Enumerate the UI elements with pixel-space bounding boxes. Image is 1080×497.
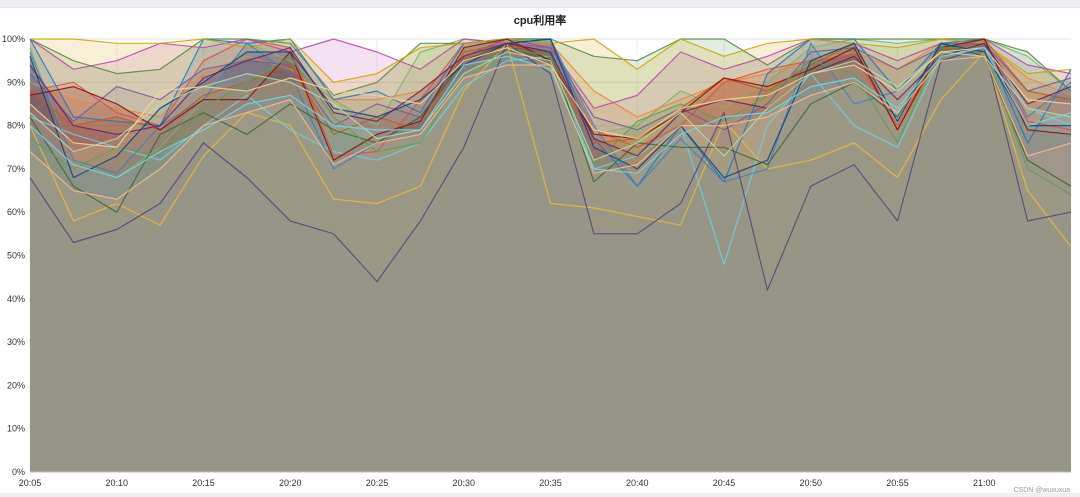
- watermark-text: CSDN @wuxuxua: [1013, 487, 1070, 494]
- y-tick-label: 30%: [7, 337, 25, 347]
- x-tick-label: 21:00: [973, 478, 996, 488]
- series-line-22: [29, 55, 1072, 200]
- series-line-8: [29, 38, 1072, 131]
- x-tick-label: 20:30: [452, 478, 475, 488]
- series-line-21: [29, 47, 1072, 179]
- y-tick-label: 90%: [7, 77, 25, 87]
- x-tick-label: 20:05: [19, 478, 42, 488]
- series-area-15: [30, 47, 1071, 472]
- series-area-6: [30, 39, 1071, 472]
- x-tick-label: 20:45: [713, 478, 736, 488]
- x-axis: 20:05 20:10 20:15 20:20 20:25 20:30 20:35 20:40…: [19, 471, 1071, 488]
- y-tick-label: 20%: [7, 380, 25, 390]
- series-areas: [30, 39, 1071, 473]
- series-area-12: [30, 39, 1071, 472]
- x-tick-label: 20:20: [279, 478, 302, 488]
- x-tick-label: 20:35: [539, 478, 562, 488]
- series-area-11: [30, 39, 1071, 472]
- y-tick-label: 80%: [7, 121, 25, 131]
- x-tick-label: 20:50: [799, 478, 822, 488]
- series-area-2: [30, 43, 1071, 473]
- series-area-7: [30, 39, 1071, 472]
- series-lines: [29, 38, 1072, 291]
- x-tick-label: 20:25: [366, 478, 389, 488]
- y-tick-label: 50%: [7, 251, 25, 261]
- series-area-13: [30, 39, 1071, 472]
- series-area-21: [30, 47, 1071, 472]
- series-area-1: [30, 39, 1071, 472]
- x-tick-label: 20:15: [192, 478, 215, 488]
- series-area-14: [30, 43, 1071, 473]
- y-tick-label: 10%: [7, 424, 25, 434]
- series-line-17: [29, 42, 1072, 157]
- y-tick-label: 100%: [2, 34, 25, 44]
- chart-title: cpu利用率: [513, 15, 567, 27]
- series-area-18: [30, 43, 1071, 473]
- x-tick-label: 20:10: [105, 478, 128, 488]
- series-area-10: [30, 39, 1071, 472]
- series-area-20: [30, 47, 1071, 472]
- series-area-17: [30, 43, 1071, 473]
- series-line-18: [29, 42, 1072, 291]
- y-axis: 0% 10% 20% 30% 40% 50% 60% 70% 80% 90% 100%: [2, 34, 25, 477]
- series-area-9: [30, 39, 1071, 472]
- top-strip: [0, 0, 1080, 7]
- series-area-19: [30, 52, 1071, 472]
- series-line-10: [30, 38, 1072, 83]
- x-tick-label: 20:55: [886, 478, 909, 488]
- series-area-8: [30, 39, 1071, 472]
- series-line-2: [29, 42, 1072, 248]
- series-area-16: [30, 39, 1071, 472]
- series-line-15: [29, 47, 1072, 196]
- y-tick-label: 40%: [7, 294, 25, 304]
- series-area-4: [30, 43, 1071, 473]
- y-tick-label: 60%: [7, 207, 25, 217]
- bottom-strip: [0, 493, 1080, 497]
- series-area-3: [30, 47, 1071, 472]
- y-tick-label: 0%: [12, 467, 25, 477]
- y-tick-label: 70%: [7, 164, 25, 174]
- series-area-5: [30, 39, 1071, 472]
- x-tick-label: 20:40: [626, 478, 649, 488]
- series-line-16: [29, 38, 1071, 179]
